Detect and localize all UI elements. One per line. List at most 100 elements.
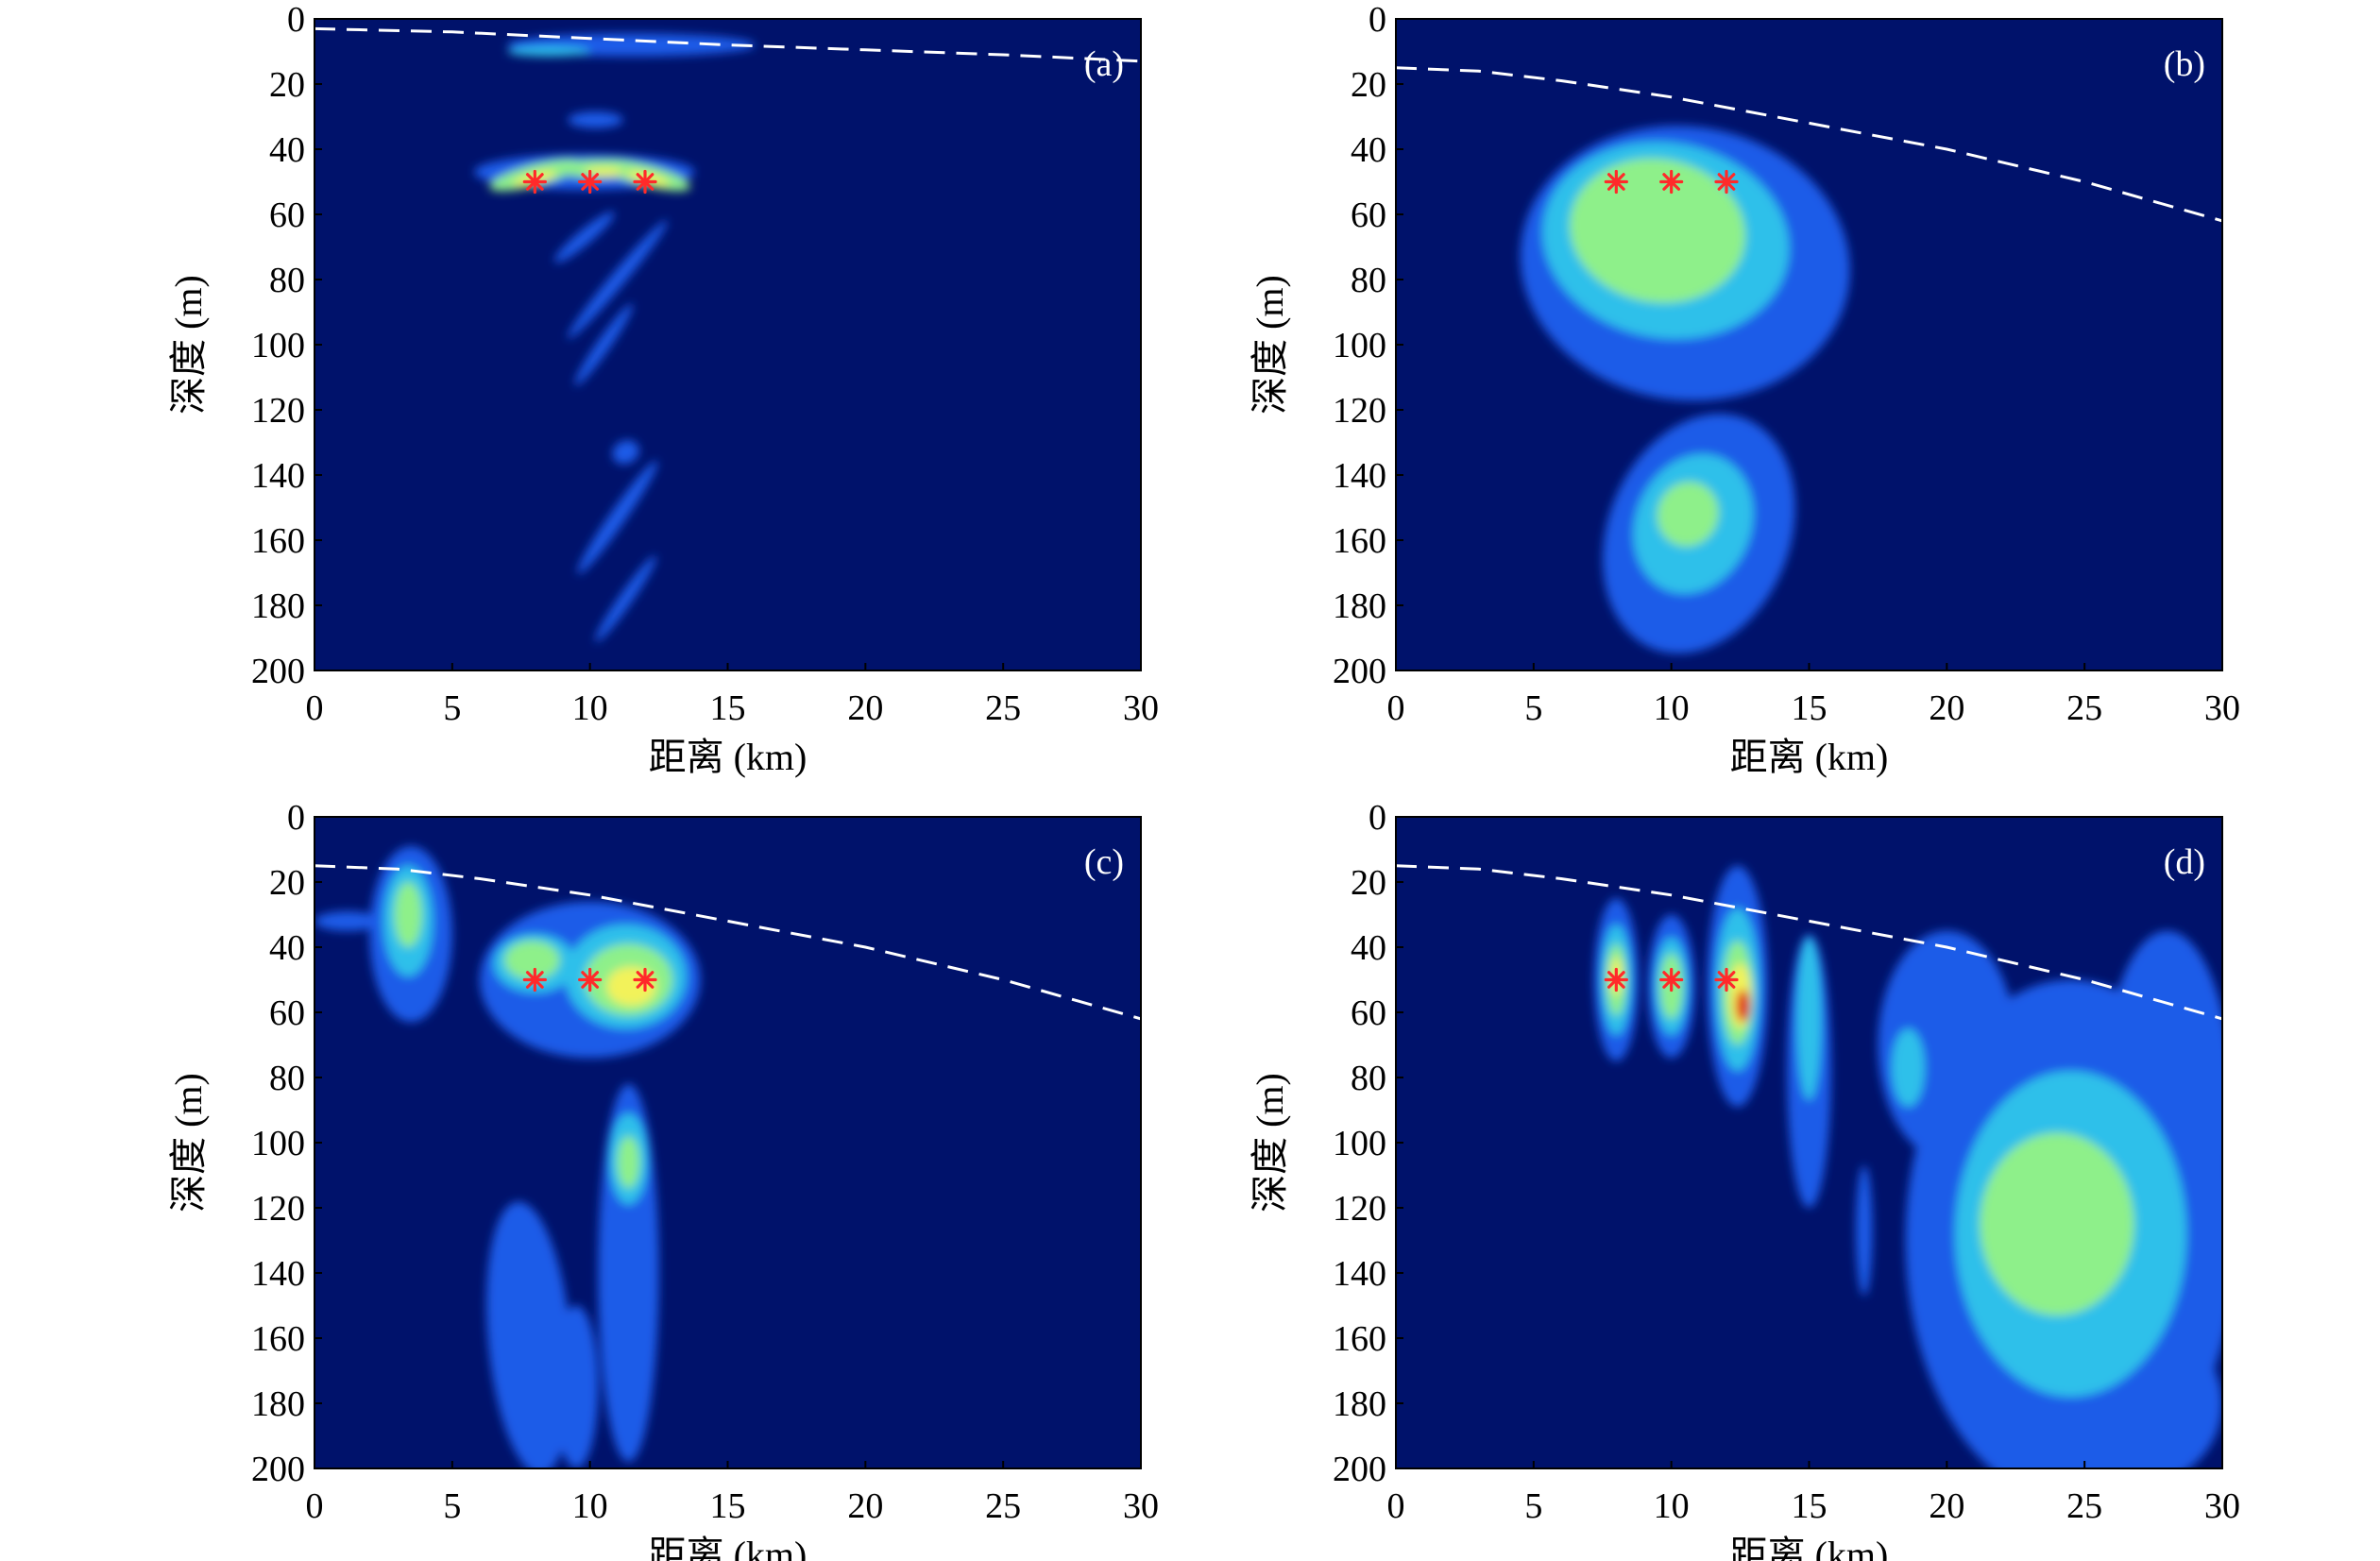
panel-label: (b)	[2164, 44, 2205, 84]
intensity-blob-cyan	[507, 46, 590, 57]
y-tick-label: 120	[1333, 391, 1386, 431]
y-tick-label: 80	[1351, 261, 1386, 300]
y-tick-label: 140	[1333, 1254, 1386, 1294]
y-tick-label: 100	[1333, 1124, 1386, 1163]
intensity-blob-blue	[1856, 1165, 1873, 1297]
y-tick-label: 40	[1351, 928, 1386, 968]
x-tick-label: 30	[1123, 688, 1159, 728]
y-tick-label: 20	[269, 863, 305, 903]
y-tick-label: 160	[1333, 521, 1386, 561]
intensity-blob-red	[1736, 989, 1750, 1023]
source-marker	[1714, 169, 1739, 195]
y-axis-label: 深度 (m)	[1249, 1073, 1291, 1213]
intensity-blob-green	[1657, 482, 1719, 547]
x-tick-label: 0	[1387, 1486, 1405, 1526]
y-tick-label: 180	[1333, 1384, 1386, 1424]
source-marker	[1604, 967, 1628, 993]
y-tick-label: 200	[1333, 1450, 1386, 1489]
intensity-blob-blue	[554, 212, 615, 263]
source-marker	[1604, 169, 1628, 195]
x-tick-label: 0	[1387, 688, 1405, 728]
y-tick-label: 140	[1333, 456, 1386, 496]
y-tick-label: 60	[269, 195, 305, 235]
source-marker	[578, 169, 603, 195]
x-tick-label: 25	[2066, 1486, 2102, 1526]
source-marker	[522, 169, 547, 195]
x-tick-label: 15	[710, 688, 746, 728]
source-marker	[522, 967, 547, 993]
panel-label: (d)	[2164, 842, 2205, 882]
y-tick-label: 180	[251, 1384, 305, 1424]
plot-background	[314, 19, 1141, 670]
intensity-blob-yellow	[584, 167, 623, 177]
y-axis-label: 深度 (m)	[167, 1073, 210, 1213]
y-tick-label: 100	[251, 326, 305, 365]
panel-a: 0 5 10 15 20 25 30 0 20 40 60 80 100 120 140 160 180 200 距…	[167, 0, 1159, 778]
x-tick-label: 5	[1524, 1486, 1542, 1526]
intensity-blob-green	[1980, 1132, 2134, 1315]
intensity-blob-cyan	[1796, 937, 1822, 1101]
x-axis-label: 距离 (km)	[649, 1534, 808, 1561]
y-tick-label: 160	[1333, 1319, 1386, 1359]
x-axis-label: 距离 (km)	[1730, 1534, 1889, 1561]
intensity-blob-cyan	[1892, 1028, 1925, 1108]
y-tick-label: 120	[251, 391, 305, 431]
y-tick-label: 60	[1351, 195, 1386, 235]
y-tick-label: 60	[1351, 993, 1386, 1033]
intensity-field	[314, 846, 701, 1468]
x-tick-label: 20	[847, 688, 883, 728]
x-tick-label: 30	[1123, 1486, 1159, 1526]
y-tick-label: 120	[251, 1189, 305, 1229]
intensity-blob-green	[1570, 158, 1745, 303]
y-tick-label: 200	[1333, 652, 1386, 691]
x-tick-label: 0	[306, 688, 324, 728]
x-tick-label: 5	[443, 1486, 461, 1526]
x-tick-label: 30	[2204, 688, 2240, 728]
dashed-boundary-line	[314, 864, 1141, 1021]
x-tick-label: 15	[1792, 688, 1828, 728]
x-tick-label: 5	[1524, 688, 1542, 728]
x-tick-label: 0	[306, 1486, 324, 1526]
y-tick-label: 180	[1333, 586, 1386, 626]
x-axis-label: 距离 (km)	[649, 736, 808, 778]
y-tick-label: 180	[251, 586, 305, 626]
x-tick-label: 25	[985, 1486, 1021, 1526]
y-tick-label: 200	[251, 652, 305, 691]
x-tick-label: 20	[847, 1486, 883, 1526]
y-tick-label: 60	[269, 993, 305, 1033]
panel-c: 0 5 10 15 20 25 30 0 20 40 60 80 100 120 140 160 180 200 距…	[167, 798, 1159, 1561]
y-tick-label: 160	[251, 1319, 305, 1359]
source-marker	[578, 967, 603, 993]
y-axis-label: 深度 (m)	[1249, 275, 1291, 415]
y-tick-label: 80	[269, 261, 305, 300]
x-tick-label: 20	[1929, 1486, 1964, 1526]
source-marker	[1659, 169, 1684, 195]
intensity-blob-blue	[568, 111, 623, 128]
x-tick-label: 10	[572, 1486, 608, 1526]
y-tick-label: 40	[269, 130, 305, 170]
y-tick-label: 20	[269, 65, 305, 105]
intensity-blob-blue	[595, 555, 656, 642]
intensity-field	[1594, 865, 2222, 1468]
source-marker	[1659, 967, 1684, 993]
y-tick-label: 160	[251, 521, 305, 561]
dashed-boundary-line	[1396, 864, 2222, 1021]
x-tick-label: 10	[572, 688, 608, 728]
y-tick-label: 20	[1351, 863, 1386, 903]
x-tick-label: 10	[1654, 688, 1690, 728]
y-tick-label: 140	[251, 1254, 305, 1294]
panel-b: 0 5 10 15 20 25 30 0 20 40 60 80 100 120 140 160 180 200 距…	[1249, 0, 2240, 778]
intensity-blob-blue	[612, 440, 639, 465]
panel-label: (a)	[1084, 44, 1124, 84]
y-tick-label: 100	[1333, 326, 1386, 365]
y-tick-label: 120	[1333, 1189, 1386, 1229]
x-tick-label: 15	[1792, 1486, 1828, 1526]
x-tick-label: 15	[710, 1486, 746, 1526]
y-tick-label: 0	[287, 798, 305, 838]
y-tick-label: 140	[251, 456, 305, 496]
intensity-blob-blue	[574, 303, 633, 386]
y-tick-label: 80	[269, 1059, 305, 1098]
y-tick-label: 40	[269, 928, 305, 968]
x-tick-label: 5	[443, 688, 461, 728]
y-tick-label: 100	[251, 1124, 305, 1163]
